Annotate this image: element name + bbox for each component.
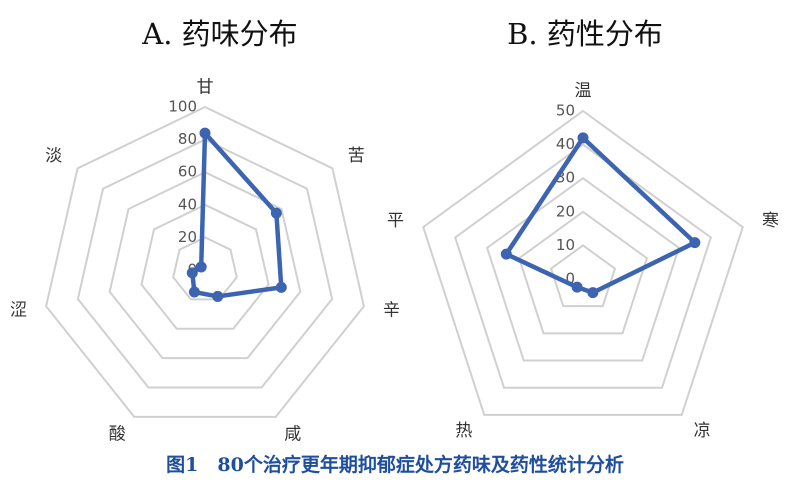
caption: 图1 80个治疗更年期抑郁症处方药味及药性统计分析 [166, 453, 624, 476]
grid-ring [454, 143, 712, 389]
category-label: 平 [387, 211, 404, 231]
data-point [571, 281, 583, 293]
data-point [275, 281, 287, 293]
r-tick-label: 40 [556, 135, 575, 153]
data-point [270, 207, 282, 219]
category-label: 咸 [284, 424, 301, 444]
r-tick-label: 20 [556, 202, 575, 220]
grid-ring [172, 236, 238, 301]
category-label: 辛 [383, 301, 400, 321]
grid-ring [549, 244, 617, 308]
r-tick-label: 0 [565, 270, 575, 288]
category-label: 涩 [10, 301, 27, 321]
category-label: 甘 [197, 77, 214, 97]
category-label: 热 [455, 421, 472, 441]
category-label: 酸 [109, 424, 126, 444]
r-tick-label: 40 [178, 195, 197, 213]
r-tick-label: 100 [168, 98, 197, 116]
r-tick-label: 10 [556, 236, 575, 254]
grid-ring [108, 171, 302, 360]
grid-ring [140, 203, 270, 330]
series-line [190, 130, 284, 299]
r-tick-label: 80 [178, 130, 197, 148]
category-label: 寒 [762, 211, 779, 231]
grid-ring [45, 105, 365, 418]
data-point [587, 287, 599, 299]
data-point [186, 267, 198, 279]
r-tick-label: 50 [556, 102, 575, 120]
data-point [500, 248, 512, 260]
grid-ring [485, 176, 681, 362]
data-point [199, 127, 211, 139]
r-tick-label: 60 [178, 163, 197, 181]
series-line [504, 135, 698, 295]
chart-title: B. 药性分布 [507, 17, 663, 51]
category-label: 凉 [694, 421, 711, 441]
grid-ring [76, 138, 334, 389]
category-label: 温 [575, 81, 592, 101]
r-tick-label: 20 [178, 228, 197, 246]
data-point [577, 132, 589, 144]
grid-ring [422, 109, 744, 416]
data-point [212, 290, 224, 302]
data-point [188, 286, 200, 298]
category-label: 淡 [45, 146, 62, 166]
category-label: 苦 [348, 146, 365, 166]
grid-ring [517, 210, 649, 335]
data-point [195, 261, 207, 273]
data-point [689, 237, 701, 249]
chart-title: A. 药味分布 [141, 17, 297, 51]
